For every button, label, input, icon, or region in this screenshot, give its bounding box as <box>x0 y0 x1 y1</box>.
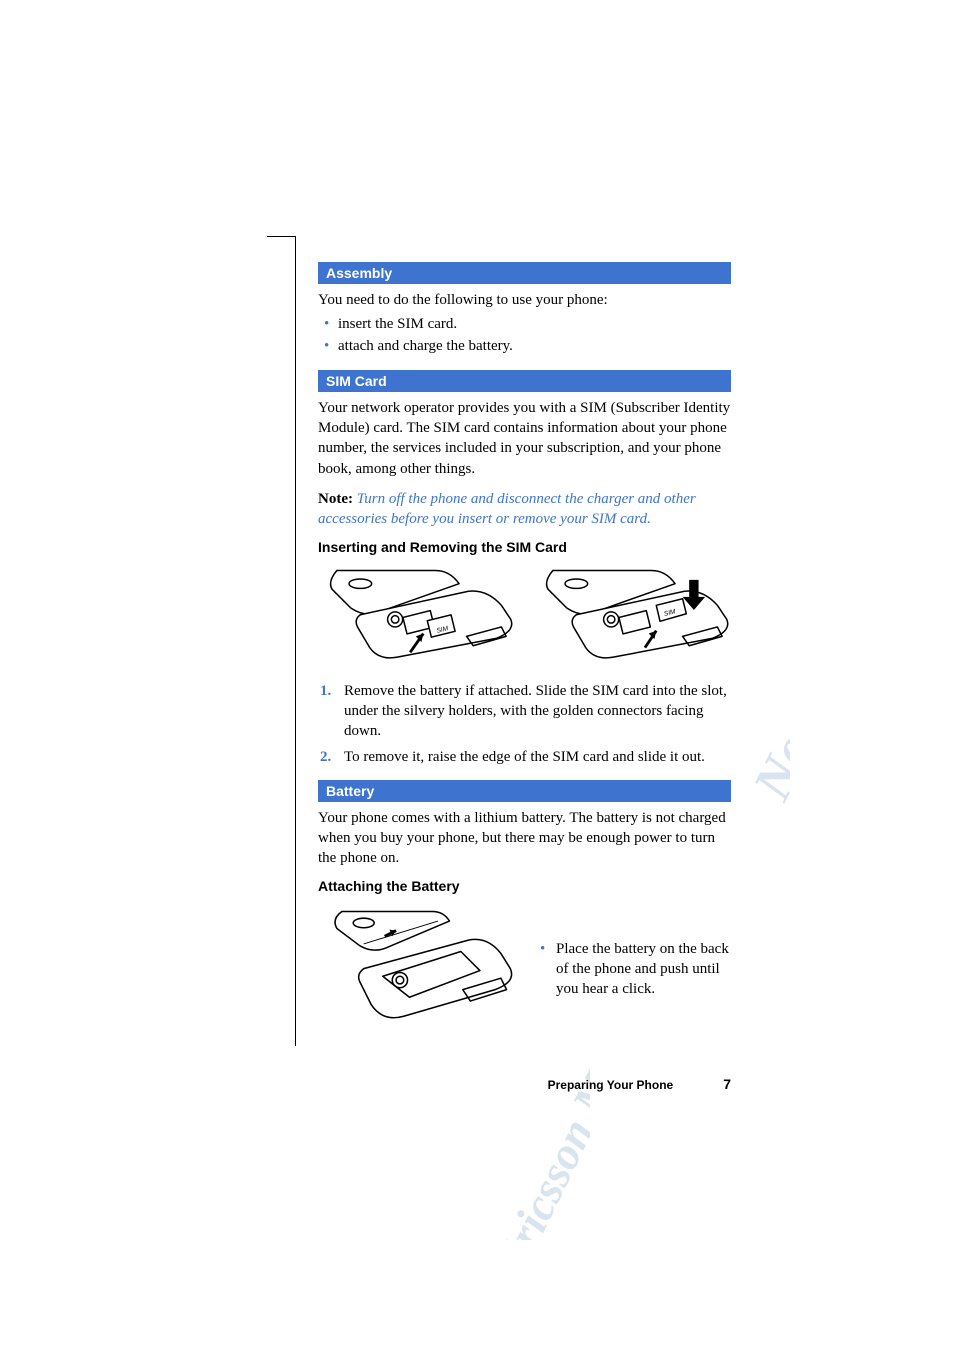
list-item: insert the SIM card. <box>318 314 731 336</box>
footer-title: Preparing Your Phone <box>548 1078 674 1092</box>
margin-rule-horizontal <box>267 236 295 237</box>
sim-insert-illustration: SIM <box>318 563 516 666</box>
sim-steps: 1. Remove the battery if attached. Slide… <box>318 681 731 768</box>
note-label: Note: <box>318 491 353 507</box>
section-bar-battery: Battery <box>318 780 731 802</box>
page-footer: Preparing Your Phone 7 <box>318 1076 731 1092</box>
sim-subhead: Inserting and Removing the SIM Card <box>318 539 731 555</box>
svg-text:Not for Commercial Use: Not for Commercial Use <box>741 293 790 810</box>
footer-page-number: 7 <box>723 1076 731 1092</box>
list-item: Place the battery on the back of the pho… <box>538 939 731 1000</box>
battery-subhead: Attaching the Battery <box>318 878 731 894</box>
sim-note: Note: Turn off the phone and disconnect … <box>318 489 731 530</box>
battery-figure-row: Place the battery on the back of the pho… <box>318 902 731 1035</box>
battery-para: Your phone comes with a lithium battery.… <box>318 808 731 869</box>
sim-figure: SIM <box>318 563 731 666</box>
battery-side-bullet: Place the battery on the back of the pho… <box>538 939 731 1000</box>
assembly-bullets: insert the SIM card. attach and charge t… <box>318 314 731 358</box>
list-item: 1. Remove the battery if attached. Slide… <box>318 681 731 742</box>
sim-para: Your network operator provides you with … <box>318 398 731 479</box>
page: Not for Commercial Use Ericsson Mobile C… <box>0 0 954 1351</box>
step-text: To remove it, raise the edge of the SIM … <box>344 749 705 765</box>
list-item: 2. To remove it, raise the edge of the S… <box>318 747 731 767</box>
sim-remove-illustration: SIM <box>534 563 732 666</box>
list-item: attach and charge the battery. <box>318 336 731 358</box>
section-bar-sim: SIM Card <box>318 370 731 392</box>
assembly-intro: You need to do the following to use your… <box>318 290 731 310</box>
step-number: 1. <box>320 681 331 701</box>
section-bar-assembly: Assembly <box>318 262 731 284</box>
margin-rule-vertical <box>295 236 296 1046</box>
content-area: Assembly You need to do the following to… <box>318 262 731 1036</box>
step-text: Remove the battery if attached. Slide th… <box>344 683 727 740</box>
battery-attach-illustration <box>318 902 518 1035</box>
note-body: Turn off the phone and disconnect the ch… <box>318 491 696 527</box>
step-number: 2. <box>320 747 331 767</box>
